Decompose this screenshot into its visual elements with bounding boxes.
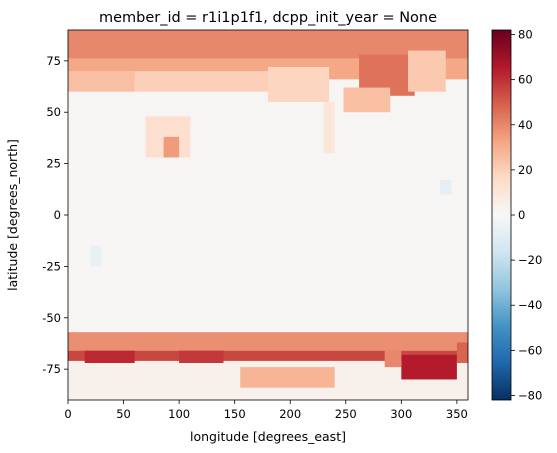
heatmap-cell [134,71,268,92]
colorbar-tick-label: 60 [518,73,533,87]
heatmap-cell [440,180,452,195]
colorbar-tick-label: 40 [518,118,533,132]
colorbar-tick-label: −40 [518,298,542,312]
heatmap-cell [68,71,135,92]
heatmap-cell [90,245,102,267]
x-axis-ticks: 0 50 100 150 200 250 300 350 [64,400,468,421]
heatmap-cell [323,101,335,154]
x-tick-label: 0 [64,407,71,421]
y-tick-label: 50 [46,105,61,119]
heatmap-cell [179,350,224,363]
heatmap-regions [68,30,468,400]
heatmap-cell [343,87,391,113]
x-tick-label: 350 [446,407,468,421]
heatmap-cell [163,136,180,158]
heatmap-cell [68,30,468,59]
y-axis-label: latitude [degrees_north] [5,139,20,291]
x-tick-label: 100 [168,407,190,421]
y-tick-label: 0 [54,208,61,222]
heatmap-cell [268,67,330,102]
x-tick-label: 150 [224,407,246,421]
heatmap-cell [240,367,335,388]
colorbar-tick-label: −80 [518,388,542,402]
y-tick-label: -75 [42,362,61,376]
heatmap-cell [84,350,135,363]
colorbar-tick-label: −60 [518,343,542,357]
y-tick-label: 75 [46,54,61,68]
x-axis-label: longitude [degrees_east] [190,429,346,444]
colorbar-tick-label: 80 [518,28,533,42]
colorbar-tick-label: 0 [518,208,525,222]
heatmap-cell [68,350,468,361]
x-tick-label: 50 [116,407,131,421]
y-tick-label: -50 [42,311,61,325]
plot-area [67,29,469,401]
y-tick-label: -25 [42,259,61,273]
colorbar-ticks: −80 −60 −40 −20 0 20 40 60 80 [511,28,542,402]
heatmap-cell [456,342,468,363]
chart-title: member_id = r1i1p1f1, dcpp_init_year = N… [99,10,437,26]
colorbar-tick-label: 20 [518,163,533,177]
heatmap-cell [401,354,457,380]
colorbar-tick-label: −20 [518,253,542,267]
heatmap-cell [68,332,468,351]
heatmap-cell [408,50,446,92]
x-tick-label: 200 [279,407,301,421]
y-axis-ticks: -75 -50 -25 0 25 50 75 [42,54,68,376]
colorbar [492,30,511,400]
x-tick-label: 250 [335,407,357,421]
y-tick-label: 25 [46,157,61,171]
x-tick-label: 300 [390,407,412,421]
heatmap-cell [384,350,402,368]
